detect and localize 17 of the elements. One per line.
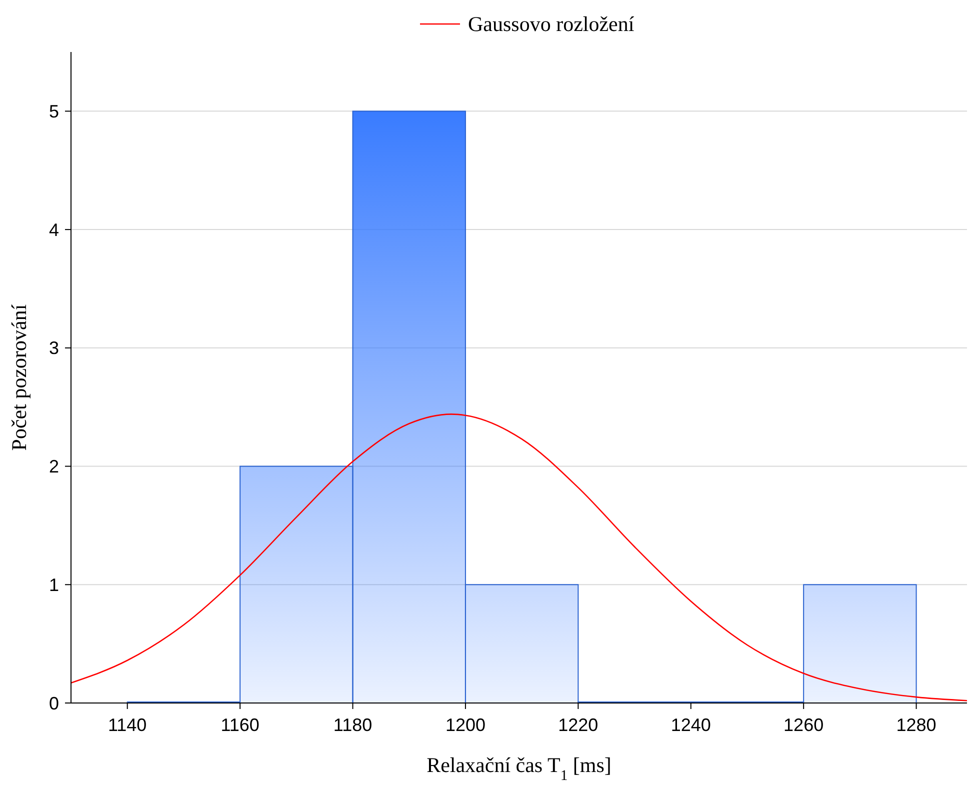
x-tick-label: 1200 [445, 715, 486, 735]
y-tick-label: 5 [48, 101, 59, 122]
x-tick-label: 1220 [558, 715, 598, 735]
x-tick-label: 1180 [333, 715, 372, 735]
y-tick-label: 0 [48, 693, 59, 714]
x-tick-label: 1260 [784, 715, 824, 735]
y-tick-label: 2 [48, 456, 59, 477]
y-tick-label: 3 [48, 338, 59, 358]
y-tick-label: 4 [48, 220, 59, 240]
legend-label: Gaussovo rozložení [468, 12, 634, 36]
x-axis-title: Relaxační čas T$_{1}$ [ms] [426, 753, 612, 784]
x-tick-label: 1140 [108, 715, 147, 735]
x-tick-label: 1160 [220, 715, 260, 735]
y-axis-title: Počet pozorování [7, 304, 31, 451]
y-tick-label: 1 [48, 574, 59, 595]
x-tick-label: 1240 [670, 715, 711, 735]
x-tick-label: 1280 [896, 715, 936, 735]
